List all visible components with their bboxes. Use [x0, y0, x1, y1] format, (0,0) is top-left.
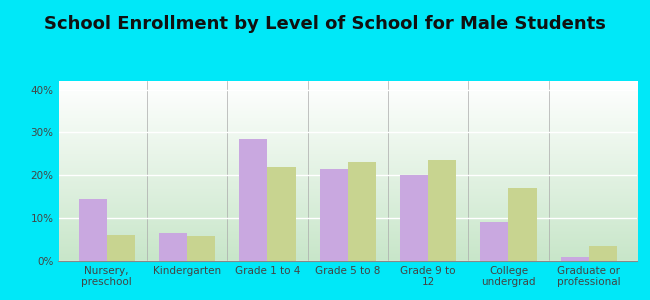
Bar	[428, 160, 456, 261]
Bar	[589, 246, 617, 261]
Bar	[480, 222, 508, 261]
Bar	[508, 188, 536, 261]
Bar	[107, 235, 135, 261]
Bar	[348, 162, 376, 261]
Bar	[187, 236, 215, 261]
Bar	[267, 167, 296, 261]
Bar	[159, 233, 187, 261]
Bar	[400, 175, 428, 261]
Text: School Enrollment by Level of School for Male Students: School Enrollment by Level of School for…	[44, 15, 606, 33]
Bar	[79, 199, 107, 261]
Bar	[561, 257, 589, 261]
Bar	[320, 169, 348, 261]
Bar	[239, 139, 267, 261]
